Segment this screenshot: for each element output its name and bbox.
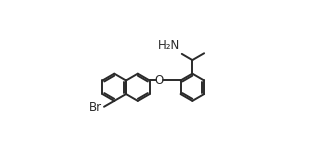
Text: Br: Br — [89, 101, 102, 114]
Text: O: O — [155, 74, 164, 87]
Text: H₂N: H₂N — [158, 39, 180, 52]
